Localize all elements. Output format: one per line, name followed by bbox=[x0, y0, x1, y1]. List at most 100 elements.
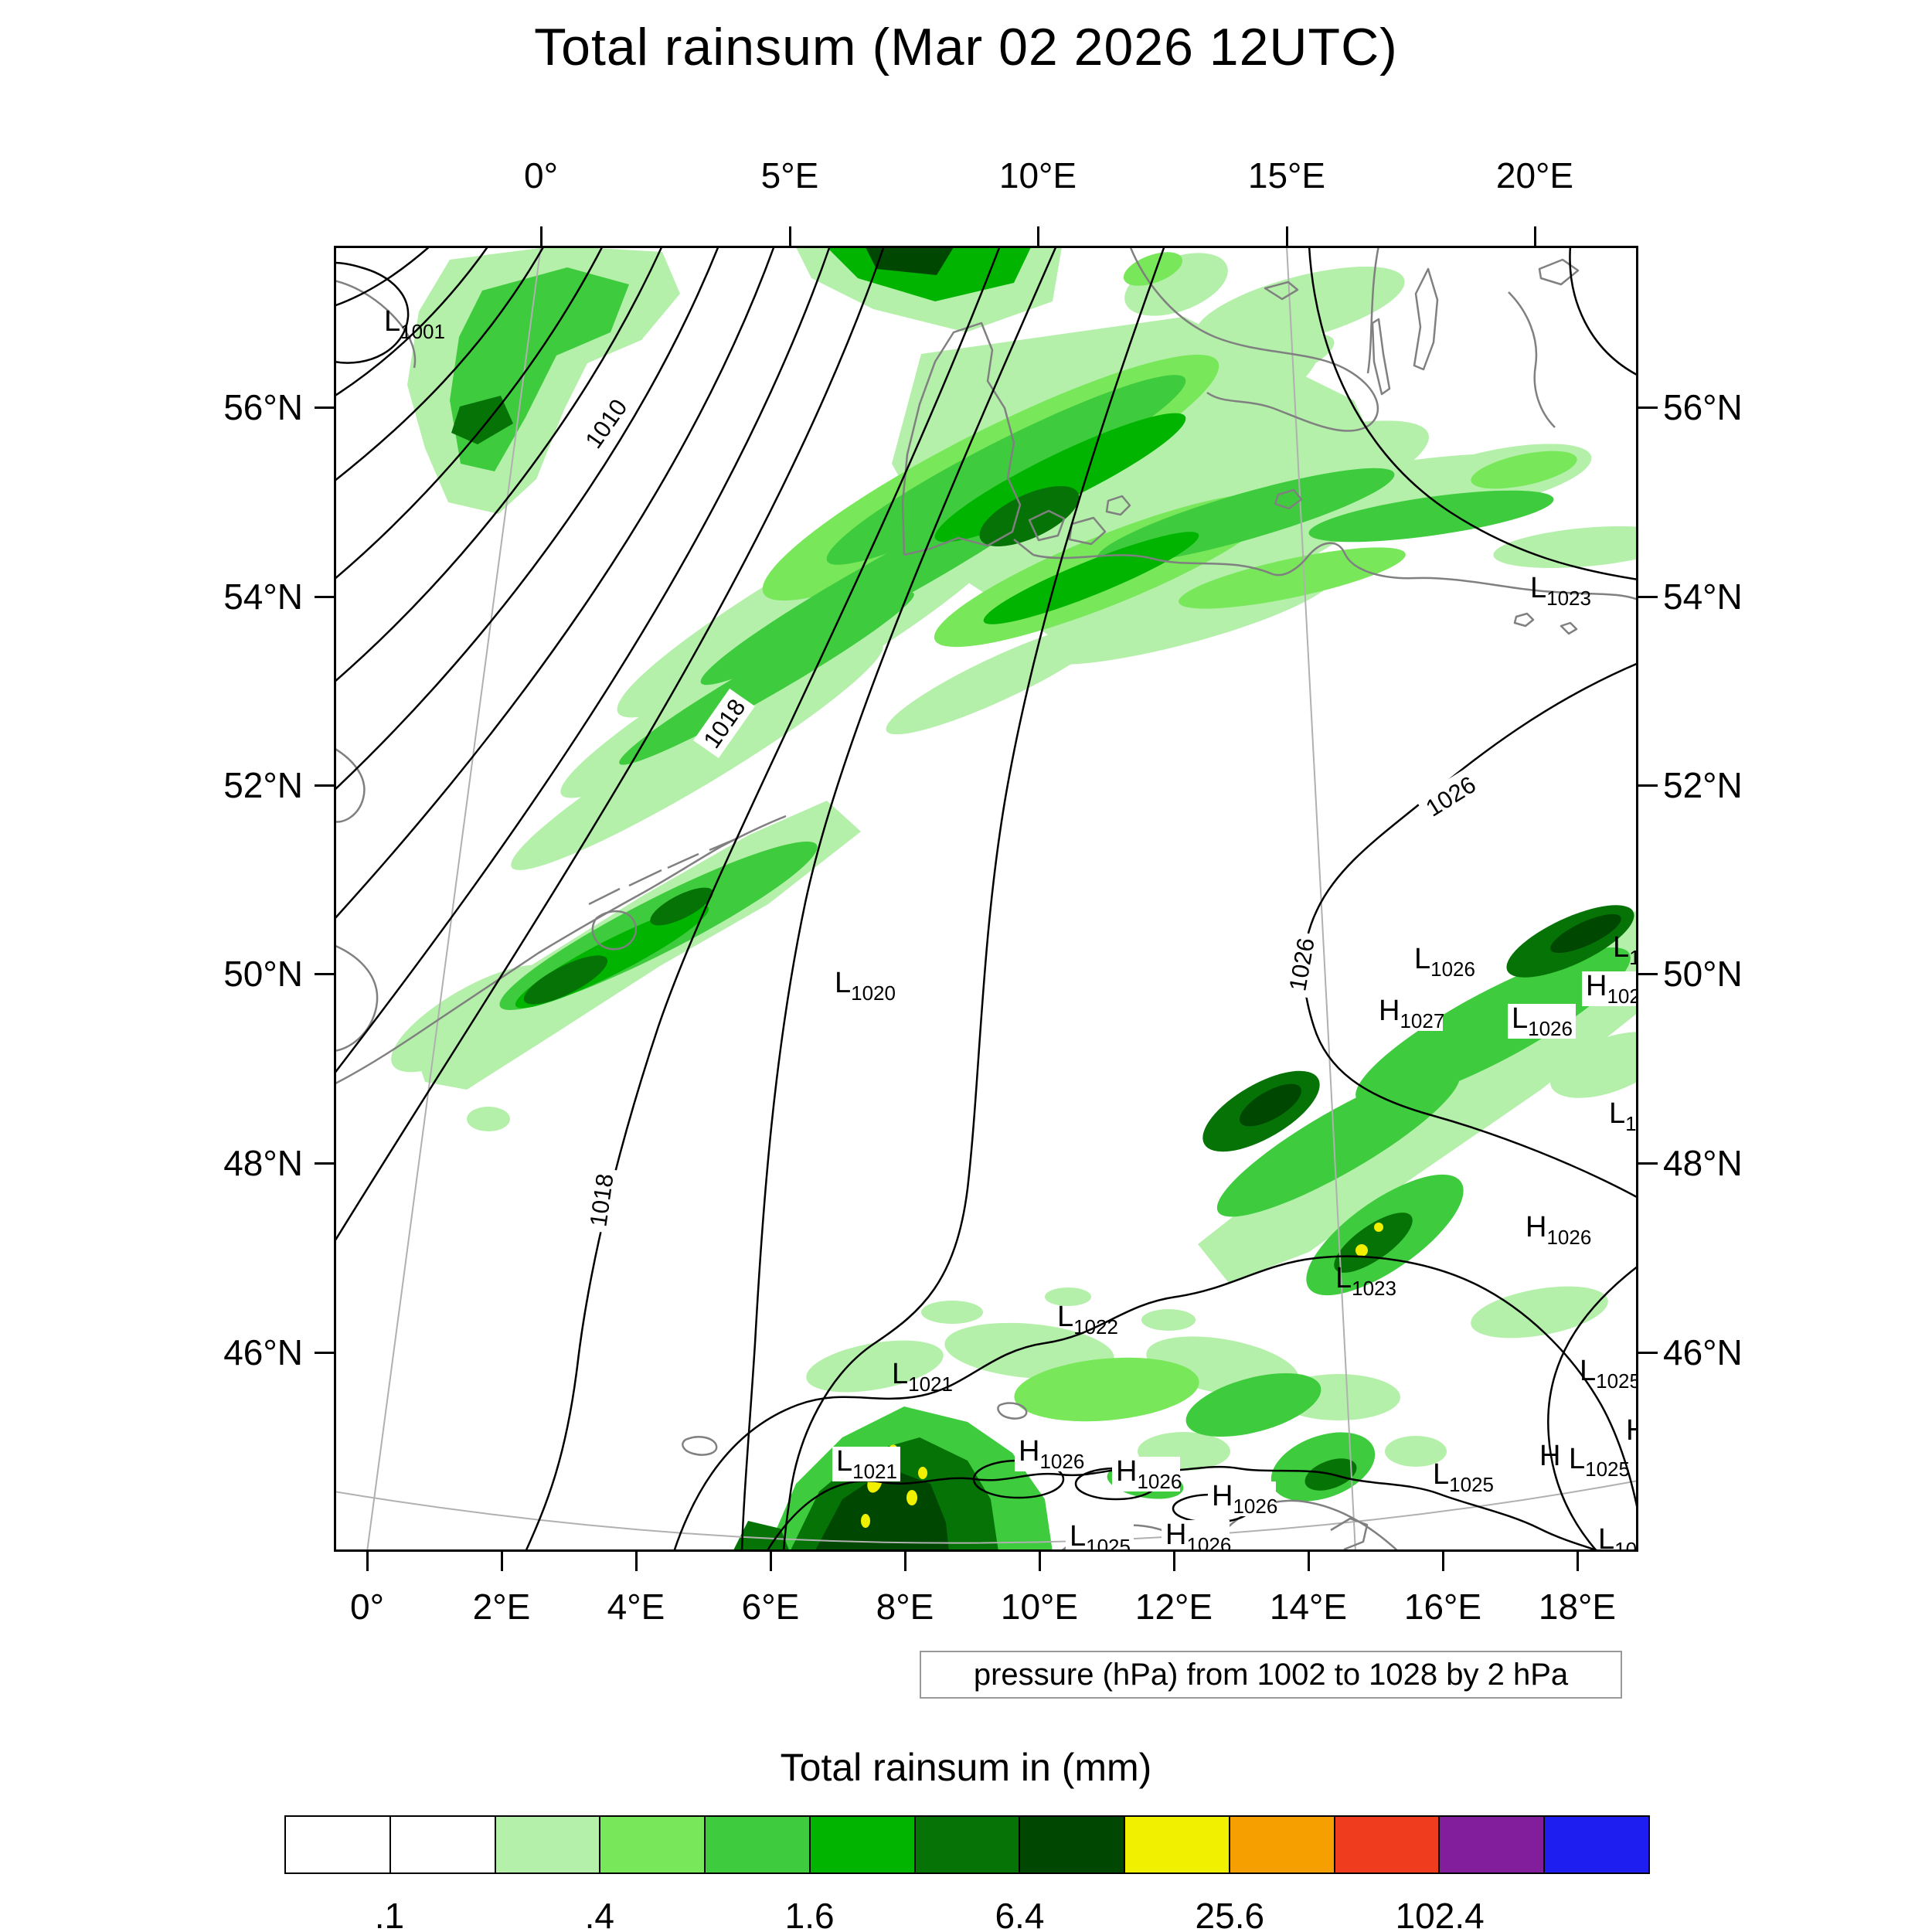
axis-label-left: 56°N bbox=[223, 387, 303, 427]
isobar-contour bbox=[334, 246, 604, 580]
map-border bbox=[334, 246, 1638, 1552]
axis-tick-left bbox=[315, 406, 334, 409]
coastline bbox=[334, 944, 379, 1053]
coastline bbox=[1366, 246, 1380, 374]
axis-tick-right bbox=[1638, 595, 1658, 598]
axis-tick-bottom bbox=[500, 1552, 503, 1571]
axis-tick-right bbox=[1638, 972, 1658, 975]
rain-area bbox=[1308, 490, 1554, 543]
isobar-contour bbox=[334, 246, 490, 398]
axis-tick-right bbox=[1638, 1351, 1658, 1354]
colorbar-cell bbox=[494, 1815, 601, 1874]
axis-label-right: 50°N bbox=[1663, 954, 1743, 994]
axis-label-top: 0° bbox=[524, 155, 558, 196]
axis-tick-right bbox=[1638, 784, 1658, 787]
axis-tick-top bbox=[788, 226, 791, 246]
colorbar-cell bbox=[1438, 1815, 1546, 1874]
rain-area bbox=[921, 1301, 983, 1324]
colorbar-cell bbox=[1019, 1815, 1126, 1874]
axis-label-bottom: 8°E bbox=[876, 1587, 934, 1627]
axis-tick-bottom bbox=[1441, 1552, 1444, 1571]
rain-area bbox=[1014, 1357, 1199, 1422]
coastline bbox=[682, 1436, 718, 1456]
coastline bbox=[1032, 542, 1638, 601]
rain-area bbox=[815, 1468, 949, 1552]
rain-area bbox=[1355, 947, 1631, 1105]
axis-label-bottom: 14°E bbox=[1269, 1587, 1348, 1627]
coastline bbox=[334, 279, 417, 369]
coastline bbox=[1206, 1499, 1400, 1552]
axis-label-bottom: 10°E bbox=[1000, 1587, 1079, 1627]
rain-area bbox=[1141, 1309, 1196, 1331]
isobar-label: 1026 bbox=[1415, 766, 1486, 826]
colorbar-cell bbox=[704, 1815, 811, 1874]
axis-label-top: 10°E bbox=[998, 155, 1077, 196]
pressure-center-low: L1025 bbox=[1580, 1355, 1638, 1393]
graticule-line bbox=[334, 1480, 1638, 1544]
pressure-center-low: L1025 bbox=[1598, 1523, 1638, 1552]
svg-text:H1026: H1026 bbox=[1526, 1211, 1591, 1249]
pressure-center-low: L1023 bbox=[1530, 572, 1591, 610]
axis-label-left: 50°N bbox=[223, 954, 303, 994]
axis-tick-bottom bbox=[1576, 1552, 1579, 1571]
graticule-line bbox=[1286, 246, 1356, 1552]
svg-text:L1025: L1025 bbox=[1433, 1458, 1494, 1496]
rain-area bbox=[650, 887, 713, 926]
coastline bbox=[1538, 258, 1580, 286]
colorbar-cell bbox=[1543, 1815, 1650, 1874]
isobar-contour bbox=[1308, 246, 1638, 581]
axis-label-top: 20°E bbox=[1495, 155, 1574, 196]
rain-area bbox=[1355, 1244, 1368, 1257]
colorbar-cell bbox=[1228, 1815, 1335, 1874]
axis-tick-bottom bbox=[1307, 1552, 1310, 1571]
axis-tick-left bbox=[315, 1351, 334, 1354]
coastline bbox=[997, 1402, 1028, 1420]
axis-tick-top bbox=[1036, 226, 1039, 246]
rain-area bbox=[1123, 252, 1183, 286]
colorbar-cell bbox=[913, 1815, 1021, 1874]
pressure-center-high: H bbox=[1539, 1440, 1560, 1472]
colorbar-tick-label: .1 bbox=[374, 1896, 405, 1932]
rain-area bbox=[1471, 451, 1577, 489]
rain-area bbox=[511, 641, 883, 870]
svg-text:L1026: L1026 bbox=[1414, 943, 1475, 981]
rain-area bbox=[934, 413, 1186, 543]
pressure-center-high: H1027 bbox=[1582, 970, 1638, 1008]
axis-tick-left bbox=[315, 595, 334, 598]
pressure-note: pressure (hPa) from 1002 to 1028 by 2 hP… bbox=[920, 1651, 1622, 1699]
pressure-center-low: L1025 bbox=[1066, 1520, 1134, 1552]
colorbar-tick-label: 6.4 bbox=[995, 1896, 1045, 1932]
rain-area bbox=[826, 375, 1186, 565]
axis-tick-bottom bbox=[769, 1552, 772, 1571]
coastline bbox=[334, 815, 787, 1086]
isobar-label: 1010 bbox=[575, 388, 637, 459]
coastline bbox=[667, 852, 699, 869]
coastline bbox=[1028, 509, 1066, 542]
rain-area bbox=[1334, 1213, 1413, 1273]
isobar-contour bbox=[740, 246, 1058, 1552]
isobar-contour bbox=[334, 246, 776, 920]
pressure-center-high: H1026 bbox=[1208, 1480, 1277, 1518]
axis-label-left: 54°N bbox=[223, 577, 303, 617]
rain-area bbox=[1385, 1436, 1447, 1467]
axis-label-right: 46°N bbox=[1663, 1332, 1743, 1372]
rain-area bbox=[523, 955, 608, 1005]
coastline bbox=[1413, 267, 1439, 371]
rain-area bbox=[1471, 1286, 1608, 1338]
svg-text:L1025: L1025 bbox=[1598, 1523, 1638, 1552]
colorbar-cell bbox=[1124, 1815, 1230, 1874]
weather-map-canvas: 10101018101810261026L1001L1023L1026H1027… bbox=[334, 246, 1638, 1552]
rain-area bbox=[866, 247, 954, 275]
rain-area bbox=[467, 1107, 510, 1131]
rain-area bbox=[861, 1514, 870, 1528]
axis-tick-bottom bbox=[634, 1552, 638, 1571]
rain-area bbox=[1045, 1287, 1091, 1306]
pressure-center-high: H bbox=[1626, 1414, 1638, 1447]
pressure-center-high: H1026 bbox=[1112, 1455, 1182, 1493]
rain-area bbox=[906, 1490, 917, 1505]
axis-tick-top bbox=[1285, 226, 1288, 246]
colorbar-cell bbox=[389, 1815, 496, 1874]
axis-tick-bottom bbox=[1172, 1552, 1175, 1571]
svg-text:1026: 1026 bbox=[1284, 936, 1319, 993]
